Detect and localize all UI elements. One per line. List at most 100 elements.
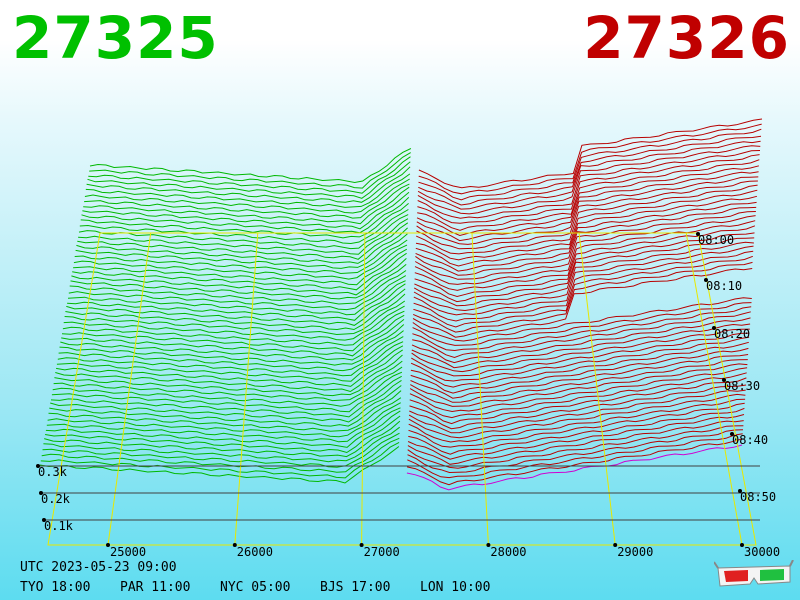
y-tick-label: 0.1k: [44, 519, 74, 533]
ask-depth-line: [409, 363, 748, 407]
ask-depth-line: [408, 393, 746, 439]
bid-depth-line: [44, 420, 401, 458]
ask-depth-line: [409, 367, 748, 413]
time-tick-label: 08:30: [724, 379, 760, 393]
ask-depth-line: [414, 211, 756, 280]
ask-depth-line: [414, 232, 755, 303]
ask-depth-line: [408, 407, 745, 455]
x-tick-label: 27000: [364, 545, 400, 559]
bid-depth-line: [59, 330, 404, 366]
bid-depth-line: [47, 402, 401, 438]
bid-depth-line: [43, 426, 401, 463]
time-tick-label: 08:00: [698, 233, 734, 247]
ask-depth-line: [414, 220, 756, 291]
y-tick-marker: [36, 464, 40, 468]
bid-depth-line: [57, 341, 404, 377]
ask-depth-line: [412, 268, 753, 338]
bid-depth-line: [68, 275, 407, 311]
bid-depth-line: [78, 218, 409, 255]
bid-depth-line: [89, 152, 411, 189]
ask-depth-line: [407, 429, 744, 474]
bid-depth-line: [75, 233, 408, 269]
bid-depth-line: [40, 441, 400, 479]
ask-depth-line: [410, 347, 749, 394]
ask-depth-line: [413, 241, 754, 312]
ask-depth-line: [418, 118, 763, 189]
ask-depth-line: [410, 359, 748, 403]
bid-depth-line: [84, 183, 410, 219]
time-tick-marker: [722, 378, 726, 382]
bid-depth-line: [55, 354, 403, 393]
ask-depth-line: [407, 425, 744, 469]
city-time-bjs: BJS 17:00: [320, 580, 391, 595]
ask-depth-line: [407, 414, 745, 460]
bid-depth-line: [60, 324, 405, 361]
bid-depth-line: [66, 288, 406, 326]
y-tick-label: 0.2k: [41, 492, 71, 506]
ask-depth-line: [406, 444, 743, 491]
ask-depth-line: [408, 398, 746, 443]
bid-depth-line: [58, 336, 404, 372]
ask-depth-line: [413, 250, 754, 322]
bid-depth-line: [45, 415, 401, 454]
bid-depth-line: [88, 156, 411, 194]
bid-depth-line: [73, 244, 408, 280]
bid-depth-line: [50, 385, 402, 423]
ask-depth-line: [412, 311, 751, 359]
city-time-tyo: TYO 18:00: [20, 580, 91, 595]
x-tick-marker: [613, 543, 618, 547]
bid-depth-line: [41, 437, 400, 473]
bid-depth-line: [80, 203, 409, 239]
ask-depth-line: [411, 332, 750, 377]
bid-depth-line: [86, 166, 411, 203]
bid-depth-line: [42, 432, 400, 468]
bid-depth-line: [87, 161, 411, 199]
bid-depth-line: [65, 293, 406, 331]
bid-depth-line: [61, 314, 405, 352]
time-tick-marker: [712, 326, 716, 330]
ask-depth-line: [417, 159, 760, 231]
time-tick-marker: [704, 278, 708, 282]
ask-depth-line: [418, 123, 762, 195]
bid-depth-line: [67, 283, 406, 321]
ask-depth-line: [408, 402, 745, 448]
ask-depth-line: [415, 206, 757, 276]
ask-depth-line: [416, 180, 758, 250]
bid-depth-line: [83, 186, 410, 225]
best-ask-price: 27326: [583, 4, 790, 72]
ask-depth-line: [412, 302, 752, 346]
bid-depth-line: [81, 196, 410, 234]
bid-depth-line: [89, 148, 412, 184]
y-tick-marker: [39, 491, 43, 495]
bid-depth-line: [62, 310, 405, 346]
ask-depth-line: [410, 341, 749, 388]
bid-depth-line: [54, 360, 403, 397]
bid-depth-line: [46, 407, 401, 443]
bid-depth-line: [71, 258, 407, 296]
bid-depth-line: [63, 305, 405, 341]
y-tick-label: 0.3k: [38, 465, 68, 479]
time-tick-marker: [738, 489, 742, 493]
ask-depth-line: [417, 150, 761, 219]
bid-depth-line: [70, 264, 407, 300]
ask-depth-line: [413, 261, 753, 333]
3d-glasses-icon[interactable]: [714, 560, 794, 592]
ask-depth-line: [412, 306, 752, 352]
ask-depth-line: [409, 384, 747, 430]
bid-depth-line: [67, 280, 406, 316]
bid-depth-line: [61, 319, 405, 357]
ask-depth-line: [412, 297, 752, 342]
ask-depth-line: [416, 176, 759, 245]
x-tick-marker: [106, 543, 110, 547]
x-tick-marker: [359, 543, 364, 547]
bid-depth-line: [64, 300, 406, 336]
ask-depth-line: [409, 372, 747, 419]
ask-depth-line: [418, 135, 762, 206]
ask-depth-line: [418, 128, 762, 201]
ask-depth-line: [414, 215, 756, 285]
x-grid-line: [471, 232, 489, 546]
time-tick-label: 08:10: [706, 279, 742, 293]
bid-depth-line: [69, 270, 407, 305]
